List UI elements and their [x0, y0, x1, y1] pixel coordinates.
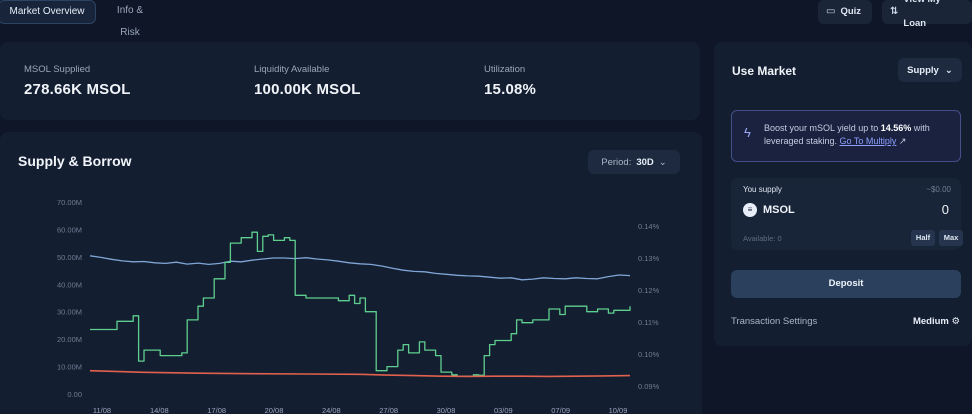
chevron-down-icon: ⌄ [944, 64, 953, 76]
period-label: Period: [601, 156, 632, 168]
y-right-tick-label: 0.10% [638, 350, 660, 359]
tab-market-overview[interactable]: Market Overview [0, 0, 96, 24]
x-tick-label: 07/09 [551, 406, 570, 414]
stat-msol-supplied: MSOL Supplied 278.66K MSOL [24, 64, 131, 98]
arrows-icon: ⇅ [890, 6, 899, 17]
supply-borrow-chart: 0.00 10.00M 20.00M 30.00M 40.00M 50.00M 60.00M… [57, 198, 660, 414]
transaction-settings-value[interactable]: Medium ⚙ [913, 316, 960, 327]
quiz-button[interactable]: ▭ Quiz [818, 0, 872, 24]
y-right-tick-label: 0.11% [638, 318, 659, 327]
period-value: 30D [636, 156, 654, 168]
go-to-multiply-link[interactable]: Go To Multiply [839, 136, 897, 146]
max-button[interactable]: Max [939, 230, 963, 246]
borrow-line [89, 369, 631, 378]
deposit-button[interactable]: Deposit [731, 270, 961, 298]
y-left-tick-label: 70.00M [57, 198, 82, 207]
lightning-icon: ϟ [744, 125, 751, 140]
x-tick-label: 10/09 [609, 406, 628, 414]
x-tick-label: 27/08 [379, 406, 398, 414]
view-my-loan-label: View My Loan [903, 0, 940, 29]
transaction-settings-label: Transaction Settings [731, 316, 818, 327]
gear-icon: ⚙ [951, 316, 960, 327]
half-button[interactable]: Half [911, 230, 935, 246]
y-left-tick-label: 60.00M [57, 225, 82, 234]
x-tick-label: 17/08 [207, 406, 226, 414]
you-supply-label: You supply [743, 185, 782, 194]
token-name: MSOL [763, 204, 795, 216]
stat-label: Utilization [484, 64, 526, 75]
boost-text: Boost your mSOL yield up to 14.56% with … [764, 122, 958, 148]
msol-token-icon: ≡ [743, 203, 757, 217]
boost-middle: with leveraged staking. [764, 123, 930, 146]
stat-label: MSOL Supplied [24, 64, 91, 75]
period-selector[interactable]: Period: 30D ⌄ [588, 150, 680, 174]
x-tick-label: 20/08 [265, 406, 284, 414]
y-right-tick-label: 0.12% [638, 286, 660, 295]
y-left-tick-label: 10.00M [57, 363, 82, 372]
stat-value: 278.66K MSOL [24, 81, 131, 98]
available-balance: Available: 0 [743, 234, 782, 243]
external-link-icon: ↗ [896, 136, 907, 146]
supply-borrow-chart-card: Supply & Borrow Period: 30D ⌄ 0.00 10.00M… [0, 132, 702, 414]
stat-utilization: Utilization 15.08% [484, 64, 536, 98]
y-left-tick-label: 50.00M [57, 253, 82, 262]
use-market-panel: Use Market Supply ⌄ ϟ Boost your mSOL yi… [714, 42, 972, 346]
y-left-tick-label: 20.00M [57, 335, 82, 344]
market-stats-card: MSOL Supplied 278.66K MSOL Liquidity Ava… [0, 42, 700, 120]
book-icon: ▭ [826, 6, 836, 17]
mode-dropdown[interactable]: Supply ⌄ [898, 58, 962, 82]
boost-rate: 14.56% [880, 123, 912, 133]
y-left-tick-label: 40.00M [57, 280, 82, 289]
transaction-speed: Medium [912, 316, 949, 327]
x-tick-label: 11/08 [93, 406, 111, 414]
panel-title: Use Market [732, 64, 797, 78]
stat-label: Liquidity Available [254, 64, 330, 75]
x-tick-label: 24/08 [322, 406, 341, 414]
x-tick-label: 30/08 [437, 406, 456, 414]
tab-info-risk[interactable]: Info & Risk [116, 5, 144, 38]
y-left-tick-label: 0.00 [67, 390, 82, 399]
chart-title: Supply & Borrow [18, 153, 132, 169]
boost-banner: ϟ Boost your mSOL yield up to 14.56% wit… [731, 110, 961, 162]
y-left-tick-label: 30.00M [57, 308, 82, 317]
x-tick-label: 14/08 [150, 406, 169, 414]
top-bar: Market Overview Info & Risk ▭ Quiz ⇅ Vie… [0, 0, 972, 38]
y-right-tick-label: 0.14% [638, 222, 660, 231]
stat-liquidity-available: Liquidity Available 100.00K MSOL [254, 64, 361, 98]
rate-line [89, 255, 631, 281]
chevron-down-icon: ⌄ [658, 156, 667, 168]
view-my-loan-button[interactable]: ⇅ View My Loan [882, 0, 972, 29]
y-right-tick-label: 0.13% [638, 254, 660, 263]
amount-input[interactable]: 0 [941, 202, 949, 217]
usd-value: ~$0.00 [926, 185, 951, 194]
stat-value: 15.08% [484, 81, 537, 98]
x-tick-label: 03/09 [494, 406, 513, 414]
quiz-label: Quiz [840, 6, 862, 17]
boost-prefix: Boost your mSOL yield up to [764, 123, 881, 133]
mode-value: Supply [907, 64, 939, 76]
supply-line [90, 231, 631, 377]
supply-input-box: You supply ~$0.00 ≡ MSOL 0 Available: 0 … [731, 178, 963, 250]
y-right-tick-label: 0.09% [638, 382, 660, 391]
stat-value: 100.00K MSOL [254, 81, 361, 98]
